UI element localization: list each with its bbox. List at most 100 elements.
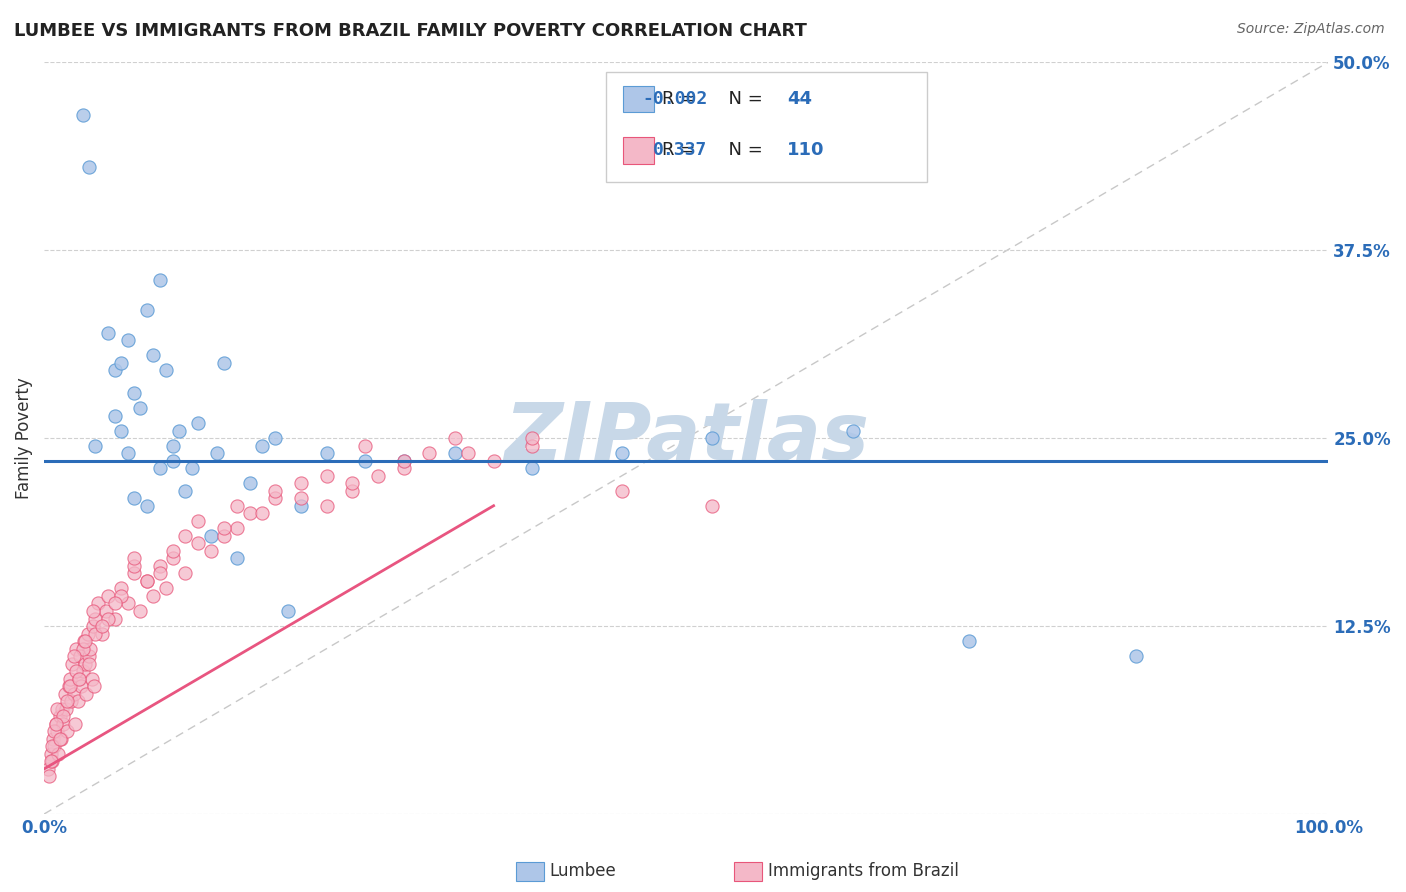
Text: ZIPatlas: ZIPatlas [503,399,869,477]
Point [84,626,107,640]
Point [75,634,97,648]
Point [110,424,132,438]
Point [41,739,63,754]
Point [48,709,70,723]
Point [187,416,209,430]
Point [97,611,120,625]
Point [77,161,100,175]
Point [174,483,197,498]
Point [63,716,86,731]
Text: R =: R = [662,90,702,108]
Point [174,529,197,543]
Point [155,582,177,596]
Text: Source: ZipAtlas.com: Source: ZipAtlas.com [1237,22,1385,37]
Point [51,702,73,716]
Point [94,604,117,618]
Point [53,687,76,701]
Point [264,491,287,506]
Point [239,476,262,491]
Point [277,604,299,618]
Point [444,431,467,445]
Point [110,589,132,603]
Point [457,446,479,460]
Point [342,476,364,491]
Point [65,664,87,678]
Point [252,439,274,453]
Point [56,694,79,708]
Point [264,431,287,445]
Point [104,611,127,625]
Point [110,356,132,370]
Point [117,334,139,348]
Point [83,679,105,693]
Point [56,724,79,739]
Point [104,597,127,611]
Point [122,386,145,401]
Text: R =: R = [662,141,702,160]
Point [122,491,145,506]
Point [37,762,59,776]
Point [135,574,157,588]
Point [90,619,112,633]
Text: 0.337: 0.337 [652,141,707,160]
Point [49,731,72,746]
Point [290,499,312,513]
Point [52,716,75,731]
Point [142,589,165,603]
Point [122,558,145,573]
Point [225,521,247,535]
Point [55,702,77,716]
Point [135,303,157,318]
Point [149,566,172,581]
Point [117,597,139,611]
Point [155,363,177,377]
Point [162,544,184,558]
Point [149,558,172,573]
Point [167,424,190,438]
Point [82,619,104,633]
Point [392,461,415,475]
Point [264,483,287,498]
Point [90,626,112,640]
Point [1125,649,1147,664]
Point [97,589,120,603]
Point [225,551,247,566]
Point [60,694,83,708]
Point [59,672,82,686]
Point [45,716,67,731]
Point [59,679,82,693]
Point [842,424,865,438]
Point [135,499,157,513]
Point [41,755,63,769]
Point [72,641,94,656]
Point [207,446,229,460]
Point [72,108,94,122]
Point [252,506,274,520]
Text: 110: 110 [787,141,825,160]
Point [44,739,66,754]
Y-axis label: Family Poverty: Family Poverty [15,377,32,499]
Point [200,544,222,558]
Point [129,604,152,618]
Point [73,634,96,648]
Point [39,747,62,761]
Point [75,657,97,671]
Point [610,483,633,498]
Point [52,709,75,723]
Point [290,476,312,491]
Point [239,506,262,520]
Point [77,649,100,664]
Point [315,446,337,460]
Point [79,641,101,656]
Point [42,731,65,746]
Text: Lumbee: Lumbee [550,863,616,880]
Point [149,461,172,475]
Point [174,566,197,581]
Point [77,657,100,671]
Point [142,348,165,362]
Point [367,468,389,483]
Point [48,731,70,746]
Point [212,356,235,370]
Point [46,702,69,716]
Text: -0.002: -0.002 [643,90,707,108]
